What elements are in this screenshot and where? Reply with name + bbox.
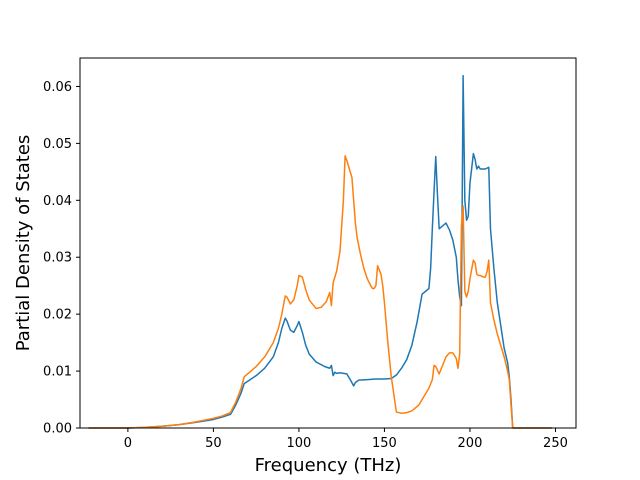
x-tick-label: 0 <box>124 436 132 451</box>
series-line-1 <box>88 74 553 429</box>
plot-frame <box>79 57 577 429</box>
y-tick-label: 0.02 <box>43 308 72 323</box>
x-tick-label: 200 <box>458 436 483 451</box>
x-tick-label: 100 <box>287 436 312 451</box>
y-tick-label: 0.04 <box>43 194 72 209</box>
y-tick-label: 0.03 <box>43 251 72 266</box>
x-axis: 0 50 100 150 200 250 <box>124 428 568 451</box>
y-tick-label: 0.01 <box>43 365 72 380</box>
series-layer <box>88 74 553 429</box>
x-tick-label: 150 <box>372 436 397 451</box>
y-tick-label: 0.06 <box>43 80 72 95</box>
x-axis-label: Frequency (THz) <box>255 455 402 476</box>
x-tick-label: 250 <box>543 436 568 451</box>
x-tick-label: 50 <box>205 436 222 451</box>
y-tick-label: 0.00 <box>43 422 72 437</box>
series-line-2 <box>88 155 553 429</box>
y-axis-label: Partial Density of States <box>13 135 34 352</box>
y-tick-label: 0.05 <box>43 137 72 152</box>
y-axis: 0.00 0.01 0.02 0.03 0.04 0.05 0.06 <box>43 80 80 437</box>
